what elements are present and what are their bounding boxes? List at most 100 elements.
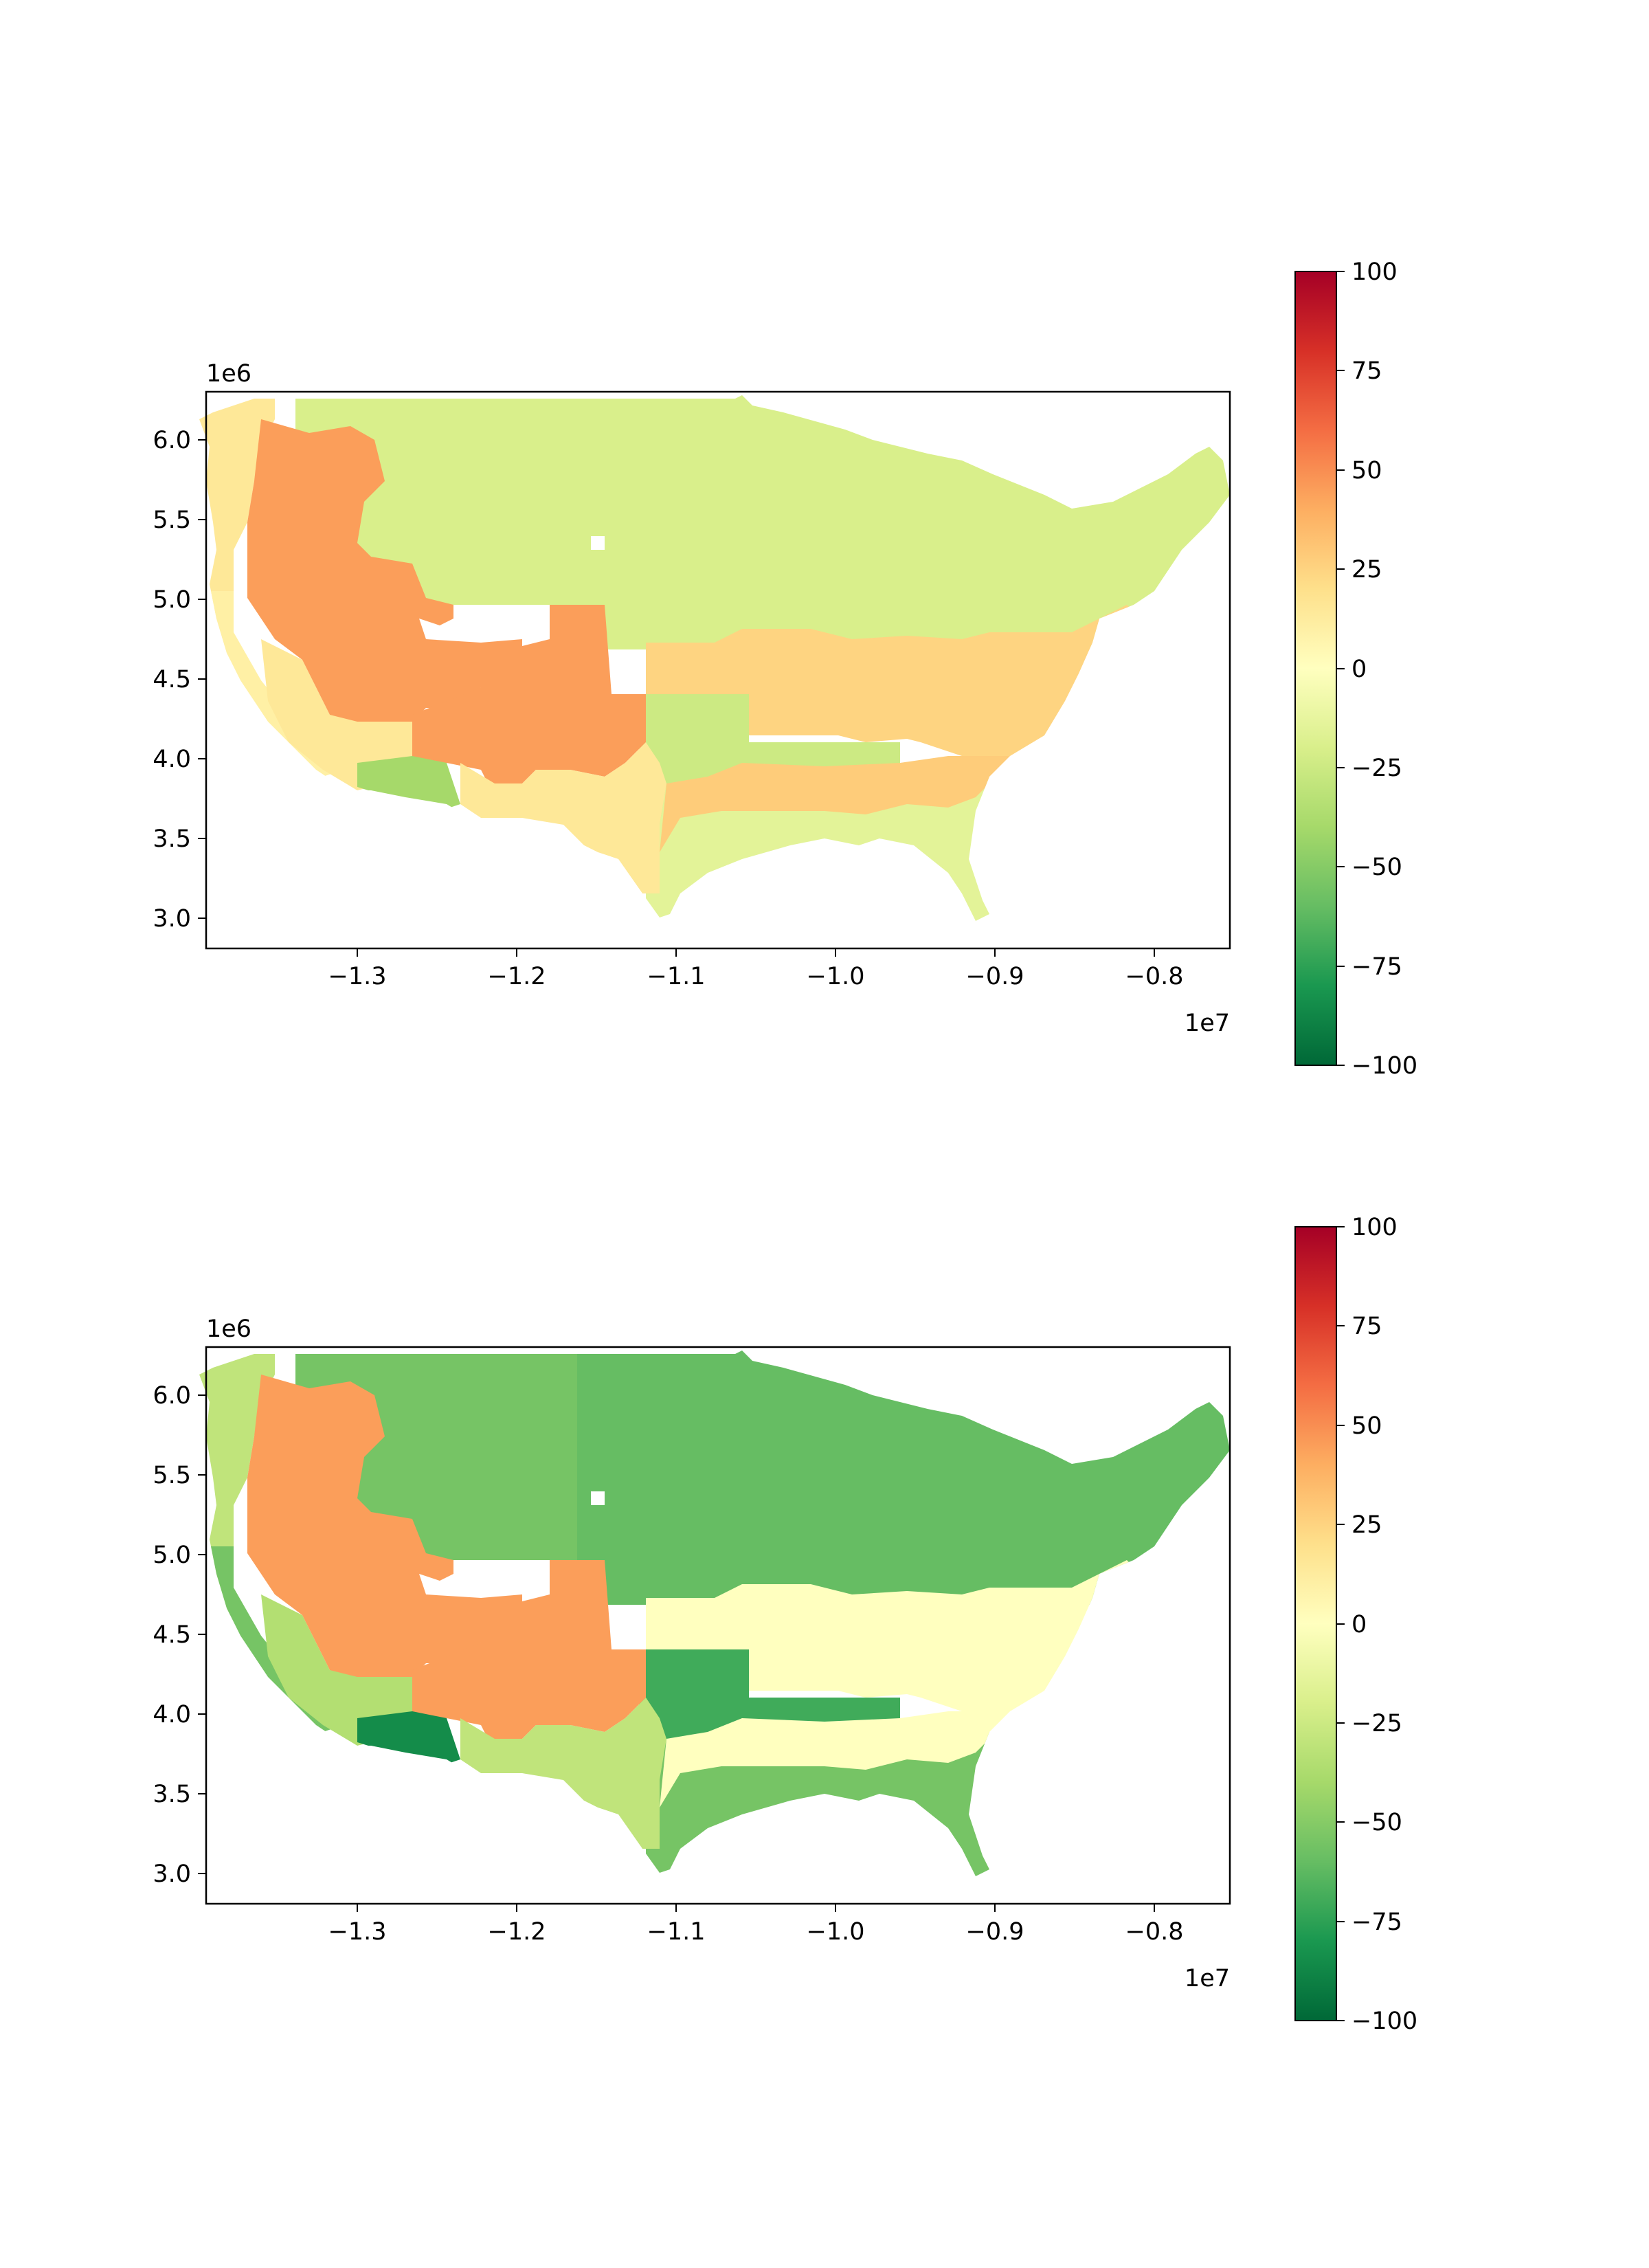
- x-offset-text: 1e7: [1185, 1965, 1230, 1992]
- colorbar-tick: 100: [1336, 258, 1398, 286]
- x-tick-label: −0.9: [966, 963, 1024, 990]
- y-tick-label: 3.5: [153, 1781, 191, 1808]
- x-tick-label: −1.2: [488, 1918, 546, 1946]
- colorbar-tick-label: 0: [1351, 1611, 1367, 1638]
- y-tick-label: 4.5: [153, 666, 191, 693]
- x-tick-label: −1.2: [488, 963, 546, 990]
- y-tick: 3.5: [153, 1781, 206, 1808]
- x-tick: −1.2: [488, 1904, 546, 1946]
- plot-frame: [205, 1346, 1231, 1905]
- colorbar-tick: 75: [1336, 357, 1382, 385]
- region-southern_band: [660, 756, 1017, 852]
- colorbar-tick: −75: [1336, 953, 1402, 981]
- colorbar-tick-label: 100: [1351, 258, 1398, 286]
- map-regions: [199, 395, 1230, 921]
- region-southern_california: [261, 1594, 412, 1746]
- colorbar-tick-label: 50: [1351, 457, 1382, 485]
- region-great_basin_oregon_nevada: [247, 1375, 522, 1677]
- colorbar-tick: 75: [1336, 1313, 1382, 1340]
- colorbar-tick: −100: [1336, 2008, 1417, 2035]
- x-tick-label: −0.9: [966, 1918, 1024, 1946]
- colorbar: 100 75 50 25 0 −25 −50 −75 −100: [1294, 258, 1417, 1080]
- region-four_corners_colorado: [412, 1560, 646, 1753]
- y-tick-label: 5.5: [153, 1462, 191, 1489]
- x-tick: −1.1: [647, 948, 706, 990]
- y-tick: 4.5: [153, 666, 206, 693]
- colorbar-tick: −50: [1336, 854, 1402, 881]
- colorbar: 100 75 50 25 0 −25 −50 −75 −100: [1294, 1214, 1417, 2035]
- colorbar-tick: 50: [1336, 457, 1382, 485]
- y-tick-label: 4.0: [153, 1701, 191, 1728]
- x-tick: −1.3: [328, 1904, 387, 1946]
- colorbar-tick: −100: [1336, 1052, 1417, 1080]
- y-offset-text: 1e6: [206, 360, 251, 388]
- region-four_corners_colorado: [412, 605, 646, 797]
- y-tick: 3.0: [153, 1860, 206, 1888]
- colorbar-tick-label: 0: [1351, 656, 1367, 683]
- y-tick-label: 4.0: [153, 746, 191, 773]
- colorbar-tick-label: 25: [1351, 1511, 1382, 1539]
- region-southern_california: [261, 639, 412, 790]
- colorbar-tick: 0: [1336, 656, 1367, 683]
- y-tick: 4.0: [153, 1701, 206, 1728]
- x-tick-label: −1.3: [328, 963, 387, 990]
- x-tick: −1.0: [807, 948, 865, 990]
- y-tick-label: 5.0: [153, 586, 191, 614]
- colorbar-tick: −25: [1336, 1710, 1402, 1737]
- y-tick: 5.0: [153, 586, 206, 614]
- x-tick-label: −0.8: [1125, 963, 1184, 990]
- y-tick-label: 4.5: [153, 1621, 191, 1649]
- x-axis: −1.3 −1.2 −1.1 −1.0 −0.9 −0.8 1e7: [328, 1904, 1230, 1992]
- map-hole: [591, 1491, 605, 1505]
- y-tick: 5.5: [153, 507, 206, 534]
- x-axis: −1.3 −1.2 −1.1 −1.0 −0.9 −0.8 1e7: [328, 948, 1230, 1037]
- colorbar-gradient: [1294, 1226, 1337, 2021]
- x-tick-label: −1.0: [807, 1918, 865, 1946]
- y-axis: 6.0 5.5 5.0 4.5 4.0 3.5 3.0 1e6: [153, 360, 251, 933]
- y-tick-label: 6.0: [153, 1382, 191, 1410]
- map-hole: [591, 536, 605, 550]
- y-tick-label: 5.5: [153, 507, 191, 534]
- y-tick: 3.0: [153, 905, 206, 933]
- colorbar-tick-label: −50: [1351, 1809, 1402, 1836]
- colorbar-tick-label: 50: [1351, 1412, 1382, 1440]
- colorbar-tick: −50: [1336, 1809, 1402, 1836]
- region-new_mexico_west_texas: [460, 1698, 666, 1849]
- colorbar-tick-label: −75: [1351, 1909, 1402, 1936]
- y-tick-label: 6.0: [153, 427, 191, 454]
- colorbar-tick: −75: [1336, 1909, 1402, 1936]
- y-tick: 4.5: [153, 1621, 206, 1649]
- region-arizona_sw: [357, 756, 460, 811]
- y-tick: 4.0: [153, 746, 206, 773]
- colorbar-tick-label: 75: [1351, 1313, 1382, 1340]
- colorbar-tick-label: −75: [1351, 953, 1402, 981]
- y-tick: 3.5: [153, 825, 206, 853]
- x-tick: −0.9: [966, 1904, 1024, 1946]
- region-southern_band: [660, 1711, 1017, 1808]
- x-tick: −1.0: [807, 1904, 865, 1946]
- x-tick: −0.8: [1125, 1904, 1184, 1946]
- x-tick: −1.2: [488, 948, 546, 990]
- region-texas_oklahoma: [639, 694, 900, 825]
- colorbar-gradient: [1294, 271, 1337, 1066]
- y-tick: 6.0: [153, 427, 206, 454]
- colorbar-tick: −25: [1336, 755, 1402, 782]
- x-tick: −0.9: [966, 948, 1024, 990]
- y-tick: 5.5: [153, 1462, 206, 1489]
- y-tick-label: 3.0: [153, 1860, 191, 1888]
- x-tick-label: −1.1: [647, 1918, 706, 1946]
- region-arizona_sw: [357, 1711, 460, 1766]
- region-upper_midwest_northeast: [577, 1350, 1230, 1605]
- y-tick-label: 3.0: [153, 905, 191, 933]
- colorbar-tick: 25: [1336, 1511, 1382, 1539]
- map-panel-2: −1.3 −1.2 −1.1 −1.0 −0.9 −0.8 1e7 6.0 5.…: [153, 1214, 1417, 2035]
- x-offset-text: 1e7: [1185, 1010, 1230, 1037]
- y-tick-label: 5.0: [153, 1542, 191, 1569]
- region-central_band: [646, 605, 1141, 763]
- colorbar-tick-label: −25: [1351, 755, 1402, 782]
- colorbar-tick-label: −100: [1351, 1052, 1417, 1080]
- colorbar-tick: 0: [1336, 1611, 1367, 1638]
- region-great_basin_oregon_nevada: [247, 419, 522, 722]
- map-regions: [199, 1350, 1230, 1876]
- x-tick-label: −1.0: [807, 963, 865, 990]
